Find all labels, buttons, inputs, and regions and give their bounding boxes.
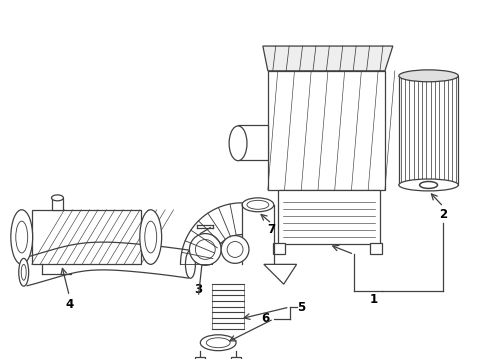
Bar xyxy=(32,210,141,264)
Bar xyxy=(195,357,205,360)
Bar xyxy=(272,243,284,255)
Ellipse shape xyxy=(398,70,457,82)
Ellipse shape xyxy=(16,221,28,253)
Text: 1: 1 xyxy=(369,293,377,306)
Text: 4: 4 xyxy=(65,297,73,311)
Polygon shape xyxy=(264,264,296,284)
Ellipse shape xyxy=(144,221,156,253)
Bar xyxy=(277,190,379,244)
Ellipse shape xyxy=(229,126,246,161)
Circle shape xyxy=(189,234,221,265)
Ellipse shape xyxy=(51,195,63,201)
Text: 2: 2 xyxy=(439,208,447,221)
Polygon shape xyxy=(20,242,192,286)
Ellipse shape xyxy=(185,251,195,278)
Bar xyxy=(267,71,384,190)
Circle shape xyxy=(195,239,215,260)
Bar xyxy=(51,198,63,210)
Ellipse shape xyxy=(419,181,437,188)
Ellipse shape xyxy=(11,210,33,264)
Ellipse shape xyxy=(19,258,29,286)
Text: 7: 7 xyxy=(267,223,275,236)
Ellipse shape xyxy=(242,198,273,212)
Ellipse shape xyxy=(140,210,162,264)
Text: 6: 6 xyxy=(261,312,269,325)
Ellipse shape xyxy=(206,338,230,348)
Ellipse shape xyxy=(246,201,268,209)
Text: 3: 3 xyxy=(194,283,202,296)
Polygon shape xyxy=(180,203,242,264)
Ellipse shape xyxy=(21,264,26,280)
Ellipse shape xyxy=(398,179,457,191)
Text: 5: 5 xyxy=(297,301,305,314)
Bar xyxy=(398,76,457,185)
Bar xyxy=(238,125,267,160)
Polygon shape xyxy=(263,46,392,71)
Circle shape xyxy=(221,235,248,264)
Ellipse shape xyxy=(200,335,236,351)
Bar xyxy=(369,243,381,255)
Bar xyxy=(231,357,241,360)
Circle shape xyxy=(226,242,243,257)
